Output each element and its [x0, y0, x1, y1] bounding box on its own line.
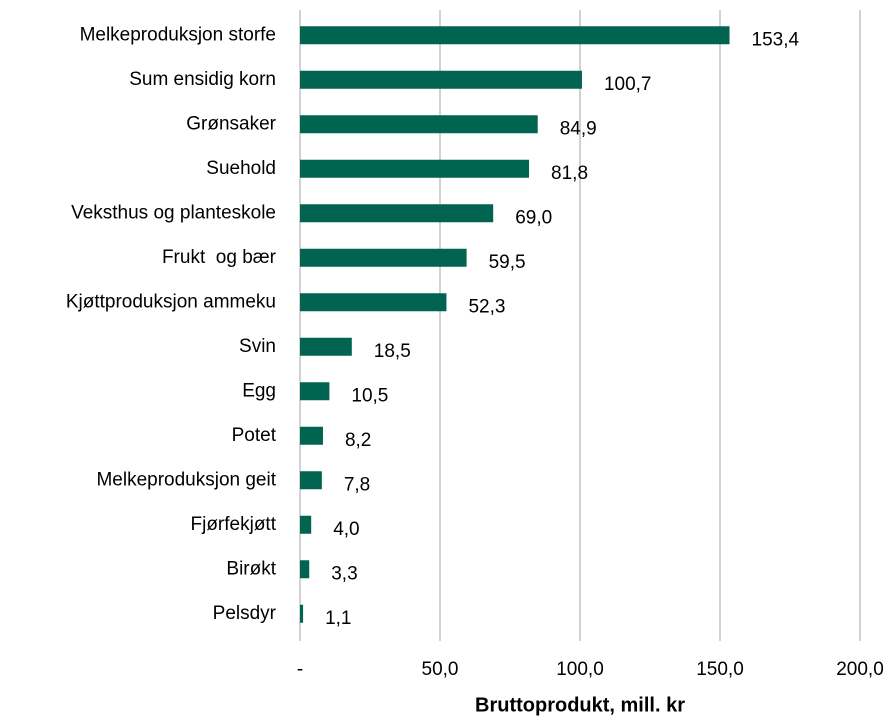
- y-tick-label: Veksthus og planteskole: [71, 202, 276, 223]
- x-tick-label: -: [297, 659, 303, 680]
- bar: [300, 248, 467, 267]
- y-tick-label: Grønsaker: [186, 113, 276, 134]
- value-label: 18,5: [374, 341, 411, 362]
- x-tick-label: 200,0: [836, 659, 884, 680]
- y-tick-label: Melkeproduksjon storfe: [80, 24, 276, 45]
- bar: [300, 515, 312, 534]
- bar: [300, 382, 330, 401]
- value-label: 81,8: [551, 163, 588, 184]
- value-label: 4,0: [333, 519, 359, 540]
- y-tick-label: Birøkt: [226, 558, 276, 579]
- y-tick-label: Egg: [242, 380, 276, 401]
- bar: [300, 204, 494, 223]
- x-tick-label: 50,0: [422, 659, 459, 680]
- value-label: 8,2: [345, 430, 371, 451]
- value-label: 1,1: [325, 608, 351, 629]
- bar: [300, 426, 323, 445]
- value-label: 69,0: [515, 207, 552, 228]
- x-tick-label: 100,0: [556, 659, 604, 680]
- value-label: 100,7: [604, 74, 652, 95]
- y-tick-label: Svin: [239, 336, 276, 357]
- bar: [300, 337, 352, 356]
- bar: [300, 471, 322, 490]
- value-label: 10,5: [351, 385, 388, 406]
- y-tick-label: Pelsdyr: [213, 603, 277, 624]
- value-label: 84,9: [560, 118, 597, 139]
- x-axis-title: Bruttoprodukt, mill. kr: [475, 694, 685, 716]
- value-label: 7,8: [344, 474, 370, 495]
- value-label: 52,3: [468, 296, 505, 317]
- value-label: 153,4: [752, 29, 800, 50]
- bar: [300, 70, 582, 89]
- bar: [300, 26, 730, 45]
- bar: [300, 159, 530, 178]
- bar: [300, 115, 538, 134]
- bar: [300, 293, 447, 312]
- value-label: 59,5: [489, 252, 526, 273]
- y-tick-label: Melkeproduksjon geit: [96, 469, 276, 490]
- y-tick-label: Kjøttproduksjon ammeku: [66, 291, 276, 312]
- y-tick-label: Sum ensidig korn: [129, 69, 276, 90]
- bar: [300, 604, 304, 623]
- y-tick-label: Potet: [232, 425, 277, 446]
- value-label: 3,3: [331, 563, 357, 584]
- y-tick-label: Suehold: [206, 158, 276, 179]
- y-tick-label: Frukt og bær: [162, 247, 277, 268]
- y-tick-label: Fjørfekjøtt: [191, 514, 277, 535]
- bar: [300, 560, 310, 579]
- x-tick-label: 150,0: [696, 659, 744, 680]
